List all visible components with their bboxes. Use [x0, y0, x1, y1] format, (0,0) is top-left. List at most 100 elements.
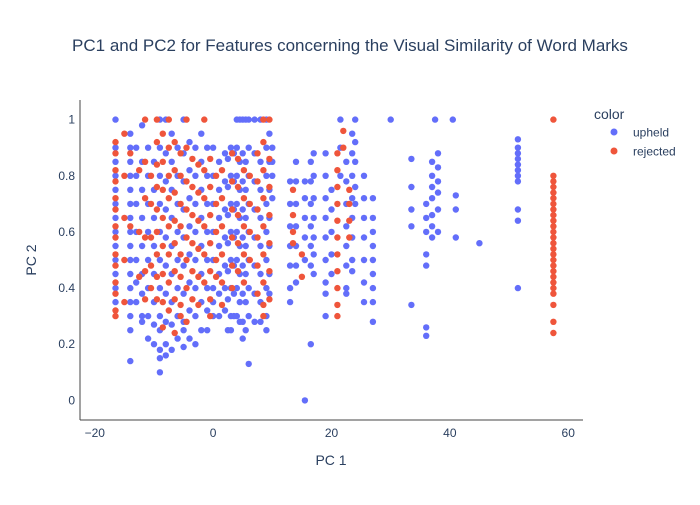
data-point-upheld	[434, 164, 442, 171]
data-point-upheld	[428, 158, 436, 165]
data-point-rejected	[228, 178, 236, 185]
data-point-upheld	[112, 284, 119, 292]
data-point-rejected	[550, 200, 557, 208]
data-point-upheld	[156, 284, 164, 292]
data-point-upheld	[224, 183, 232, 191]
data-point-rejected	[183, 206, 190, 213]
data-point-rejected	[165, 144, 172, 151]
data-point-rejected	[195, 217, 202, 224]
data-point-rejected	[340, 144, 347, 151]
data-point-rejected	[266, 296, 273, 303]
data-point-upheld	[127, 158, 134, 165]
data-point-upheld	[245, 116, 252, 123]
x-tick-label: −20	[85, 426, 106, 440]
data-point-rejected	[246, 200, 253, 208]
data-point-rejected	[159, 324, 166, 331]
y-tick-label: 0.4	[58, 281, 75, 295]
data-point-rejected	[147, 172, 155, 179]
data-point-upheld	[257, 158, 264, 165]
series-upheld	[112, 116, 522, 404]
data-point-upheld	[322, 290, 329, 297]
data-point-upheld	[127, 357, 134, 365]
data-point-upheld	[150, 321, 158, 328]
data-point-upheld	[233, 172, 240, 179]
data-point-rejected	[207, 240, 214, 247]
data-point-upheld	[221, 234, 229, 241]
data-point-upheld	[186, 195, 193, 202]
data-point-upheld	[452, 234, 459, 241]
data-point-rejected	[141, 268, 149, 275]
data-point-rejected	[141, 234, 149, 241]
data-point-upheld	[310, 234, 317, 241]
data-point-upheld	[452, 206, 459, 213]
data-point-upheld	[227, 256, 235, 264]
data-point-upheld	[215, 290, 223, 297]
data-point-rejected	[550, 183, 557, 191]
data-point-upheld	[224, 268, 232, 275]
data-point-rejected	[183, 256, 190, 264]
data-point-upheld	[233, 256, 240, 264]
data-point-rejected	[159, 242, 166, 250]
data-point-upheld	[428, 211, 436, 219]
data-point-upheld	[307, 223, 314, 230]
data-point-rejected	[550, 172, 557, 179]
data-point-upheld	[286, 178, 294, 185]
data-point-upheld	[349, 172, 356, 179]
data-point-upheld	[423, 324, 430, 331]
data-point-upheld	[514, 136, 522, 143]
data-point-rejected	[121, 214, 128, 222]
data-point-upheld	[452, 192, 459, 199]
data-point-rejected	[112, 251, 119, 258]
data-point-upheld	[233, 144, 240, 151]
data-point-upheld	[221, 307, 229, 314]
data-point-rejected	[260, 167, 267, 174]
data-point-upheld	[133, 172, 140, 179]
data-point-rejected	[550, 223, 557, 230]
data-point-upheld	[156, 200, 164, 208]
data-point-upheld	[192, 144, 199, 151]
data-point-upheld	[156, 346, 164, 353]
data-point-upheld	[133, 200, 140, 208]
data-point-upheld	[310, 172, 317, 179]
data-point-upheld	[360, 172, 368, 179]
data-point-rejected	[266, 116, 273, 123]
data-point-upheld	[349, 150, 356, 157]
data-point-upheld	[301, 214, 309, 222]
data-point-rejected	[334, 301, 341, 309]
data-point-upheld	[428, 234, 436, 241]
data-point-rejected	[254, 150, 261, 157]
data-point-upheld	[322, 195, 329, 202]
data-point-upheld	[127, 172, 134, 179]
data-point-upheld	[236, 298, 243, 306]
data-point-rejected	[228, 284, 236, 292]
data-point-rejected	[228, 150, 236, 157]
data-point-upheld	[144, 335, 152, 342]
data-point-upheld	[233, 200, 240, 208]
data-point-upheld	[263, 284, 270, 292]
data-point-rejected	[266, 240, 273, 247]
data-point-upheld	[209, 284, 217, 292]
legend-item-upheld[interactable]: upheld	[610, 126, 670, 140]
data-point-rejected	[240, 223, 248, 230]
legend-item-rejected[interactable]: rejected	[610, 145, 676, 159]
data-point-upheld	[292, 200, 300, 208]
data-point-upheld	[192, 172, 199, 179]
data-point-rejected	[201, 223, 208, 230]
data-point-upheld	[221, 150, 229, 157]
data-point-upheld	[221, 262, 229, 269]
data-point-upheld	[239, 262, 246, 269]
data-point-upheld	[352, 158, 359, 165]
data-point-upheld	[127, 284, 134, 292]
data-point-upheld	[242, 158, 249, 165]
data-point-rejected	[112, 150, 119, 157]
data-point-upheld	[292, 262, 300, 269]
data-point-upheld	[360, 234, 368, 241]
data-point-upheld	[144, 256, 152, 264]
data-point-upheld	[328, 228, 335, 236]
data-point-upheld	[263, 228, 270, 236]
data-point-upheld	[242, 242, 249, 250]
data-point-upheld	[310, 270, 317, 278]
legend-label-rejected: rejected	[633, 145, 676, 159]
data-point-upheld	[292, 158, 300, 165]
data-point-upheld	[349, 195, 356, 202]
